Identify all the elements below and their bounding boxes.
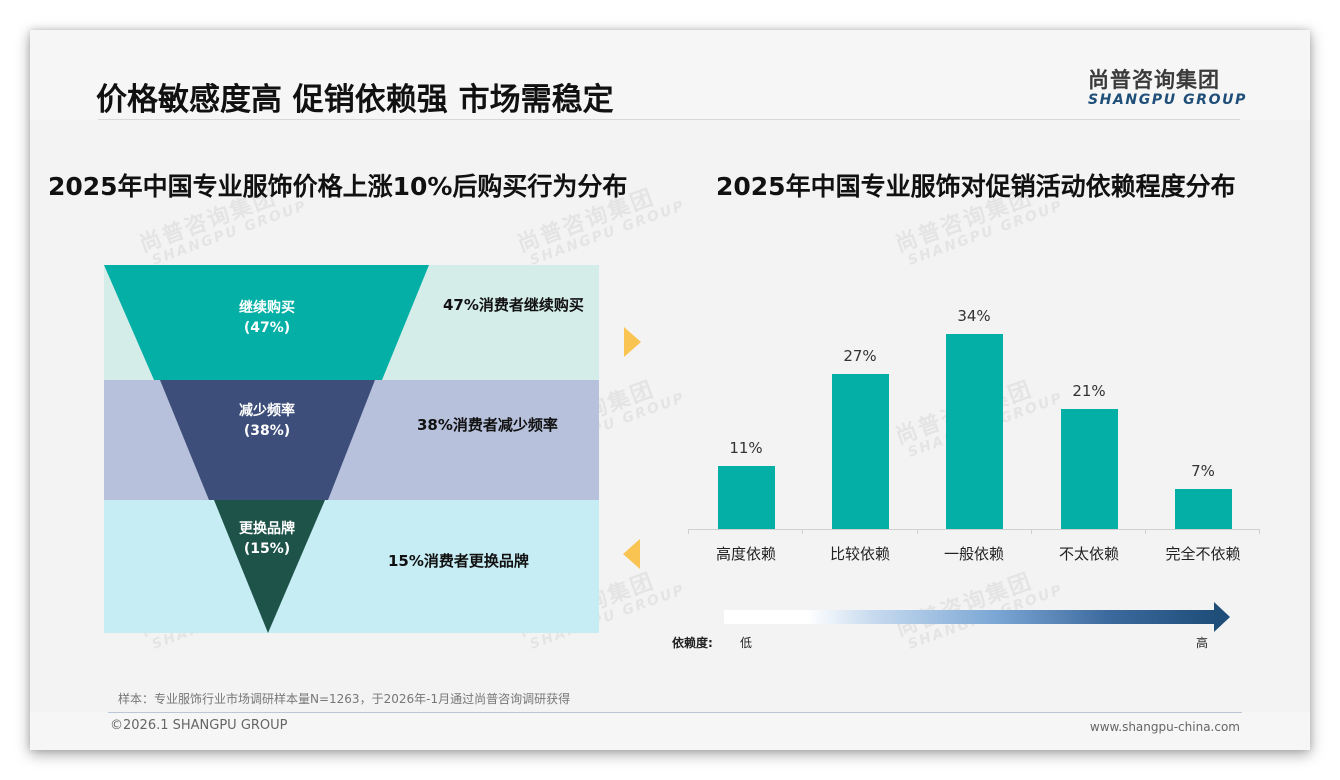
funnel-segment-label: 减少频率 (38%) — [239, 403, 295, 439]
funnel-annotation: 38%消费者减少频率 — [417, 416, 558, 434]
bar-no-dependency — [1175, 489, 1232, 529]
promotion-dependency-bar-chart: 11% 高度依赖 27% 比较依赖 34% 一般依赖 21% 不太依赖 7% 完… — [688, 300, 1263, 570]
bar-high-dependency — [718, 466, 775, 529]
footer-divider — [108, 712, 1242, 713]
bar-value-label: 11% — [729, 439, 763, 457]
funnel-chart-title: 2025年中国专业服饰价格上涨10%后购买行为分布 — [48, 172, 628, 201]
funnel-shape — [104, 265, 429, 633]
dependency-gradient-arrow — [724, 602, 1234, 632]
bar-value-label: 7% — [1191, 462, 1215, 480]
funnel-segment-continue — [104, 265, 429, 380]
purchase-behavior-funnel: 继续购买 (47%) 减少频率 (38%) 更换品牌 (15%) 47%消费者继… — [104, 265, 604, 635]
bar-category-label: 高度依赖 — [715, 545, 776, 563]
title-divider — [98, 119, 1240, 120]
x-axis — [688, 529, 1260, 530]
website-link[interactable]: www.shangpu-china.com — [1089, 720, 1240, 734]
bar-category-label: 不太依赖 — [1058, 545, 1119, 563]
triangle-right-icon — [624, 327, 641, 357]
sample-note: 样本：专业服饰行业市场调研样本量N=1263，于2026年-1月通过尚普咨询调研… — [118, 692, 571, 706]
bar-value-label: 27% — [843, 347, 877, 365]
dependency-low-label: 低 — [740, 636, 753, 650]
funnel-segment-label: 继续购买 (47%) — [239, 300, 295, 336]
bar-category-label: 一般依赖 — [943, 545, 1004, 563]
funnel-segment-label: 更换品牌 (15%) — [239, 521, 295, 557]
bar-value-label: 34% — [957, 307, 991, 325]
funnel-annotation: 15%消费者更换品牌 — [388, 552, 529, 570]
page-title: 价格敏感度高 促销依赖强 市场需稳定 — [96, 82, 614, 118]
logo-english-text: SHANGPU GROUP — [1088, 92, 1247, 108]
copyright-text: ©2026.1 SHANGPU GROUP — [110, 718, 288, 733]
dependency-high-label: 高 — [1196, 636, 1209, 650]
company-logo: 尚普咨询集团 SHANGPU GROUP — [1088, 64, 1248, 108]
bar-category-label: 比较依赖 — [829, 545, 890, 563]
bar-moderate-dependency — [946, 334, 1003, 529]
header-band — [30, 30, 1310, 120]
triangle-left-icon — [623, 539, 640, 569]
funnel-annotation: 47%消费者继续购买 — [443, 296, 584, 314]
axis-tick — [688, 529, 689, 534]
slide: 尚普咨询集团 SHANGPU GROUP 尚普咨询集团 SHANGPU GROUP … — [30, 30, 1310, 750]
logo-chinese-text: 尚普咨询集团 — [1088, 68, 1220, 92]
funnel-segment-switch — [214, 500, 325, 633]
dependency-scale-label: 依赖度: — [672, 636, 713, 650]
gradient-shaft — [724, 610, 1216, 624]
funnel-band-switch — [104, 500, 599, 633]
bar-value-label: 21% — [1072, 382, 1106, 400]
footer-band — [30, 712, 1310, 750]
axis-tick — [1259, 529, 1260, 534]
bar-relatively-dependent — [832, 374, 889, 529]
axis-tick — [1145, 529, 1146, 534]
bar-chart-title: 2025年中国专业服饰对促销活动依赖程度分布 — [716, 172, 1236, 201]
bar-low-dependency — [1061, 409, 1118, 529]
axis-tick — [917, 529, 918, 534]
axis-tick — [802, 529, 803, 534]
bar-category-label: 完全不依赖 — [1165, 545, 1241, 563]
arrow-right-icon — [1214, 602, 1230, 632]
axis-tick — [1031, 529, 1032, 534]
funnel-segment-reduce — [160, 380, 375, 500]
